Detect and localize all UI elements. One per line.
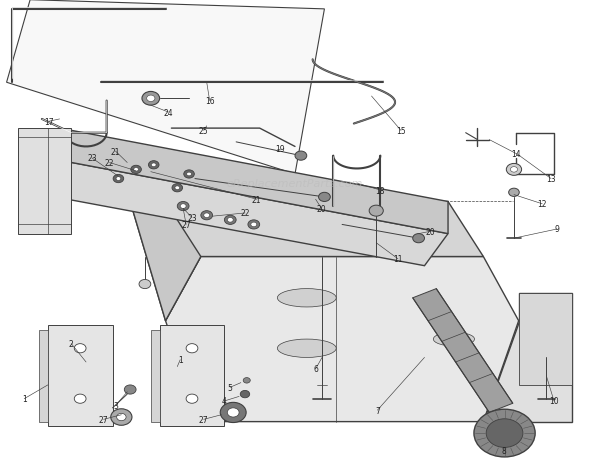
Text: 16: 16 [205,97,214,106]
Text: 4: 4 [222,397,227,406]
Circle shape [474,409,535,457]
Circle shape [111,409,132,425]
Circle shape [319,193,330,202]
Circle shape [227,408,239,417]
Circle shape [506,164,522,176]
Circle shape [251,223,257,227]
Circle shape [124,385,136,394]
Polygon shape [151,330,160,422]
Text: 21: 21 [111,147,120,156]
Text: 27: 27 [181,220,191,230]
Polygon shape [30,161,448,266]
Circle shape [180,204,186,209]
Polygon shape [166,257,519,422]
Text: 13: 13 [546,175,556,184]
Ellipse shape [277,339,336,358]
Circle shape [74,394,86,403]
Text: 15: 15 [396,127,406,135]
Text: 11: 11 [394,255,403,264]
Circle shape [510,167,517,173]
Circle shape [220,403,246,423]
Circle shape [183,170,194,179]
Circle shape [134,168,139,172]
Text: 18: 18 [376,186,385,195]
Circle shape [113,175,124,183]
Polygon shape [160,325,224,426]
Ellipse shape [433,332,474,346]
Circle shape [142,92,160,106]
Circle shape [172,184,182,192]
Text: 21: 21 [252,195,261,204]
Text: 12: 12 [537,200,547,209]
Polygon shape [130,202,201,321]
Polygon shape [60,129,448,234]
Circle shape [147,96,155,102]
Circle shape [175,186,179,190]
Ellipse shape [277,289,336,307]
Polygon shape [519,294,572,385]
Circle shape [295,152,307,161]
Circle shape [224,216,236,225]
Circle shape [149,161,159,169]
Circle shape [139,280,151,289]
Text: 14: 14 [511,150,520,158]
Text: eReplacementParts.com: eReplacementParts.com [227,179,363,189]
Polygon shape [130,202,483,321]
Circle shape [131,166,142,174]
Text: 19: 19 [276,145,285,154]
Polygon shape [413,289,513,413]
Text: 17: 17 [44,118,54,126]
Circle shape [186,394,198,403]
Text: 27: 27 [199,415,209,424]
Text: 6: 6 [313,364,318,374]
Text: 20: 20 [425,227,435,236]
Circle shape [117,414,126,421]
Circle shape [227,218,233,223]
Text: 22: 22 [240,209,250,218]
Text: 1: 1 [22,394,27,403]
Text: 25: 25 [199,127,209,135]
Text: 5: 5 [228,383,232,392]
Circle shape [243,378,250,383]
Circle shape [186,344,198,353]
Circle shape [486,419,523,448]
Circle shape [201,211,212,220]
Text: 7: 7 [375,406,380,415]
Polygon shape [39,330,48,422]
Circle shape [186,173,191,176]
Circle shape [509,189,519,197]
Polygon shape [483,294,572,422]
Circle shape [413,234,424,243]
Circle shape [369,206,384,217]
Polygon shape [18,129,71,234]
Circle shape [248,220,260,230]
Text: 3: 3 [113,401,118,410]
Text: 20: 20 [317,204,326,213]
Polygon shape [30,129,60,193]
Circle shape [177,202,189,211]
Text: 27: 27 [99,415,109,424]
Circle shape [116,177,121,181]
Text: 8: 8 [502,446,506,454]
Text: 10: 10 [549,397,559,406]
Polygon shape [6,1,325,174]
Polygon shape [48,325,113,426]
Text: 24: 24 [163,108,173,118]
Text: 9: 9 [555,225,559,234]
Text: 23: 23 [87,154,97,163]
Circle shape [204,213,209,218]
Circle shape [240,391,250,398]
Circle shape [74,344,86,353]
Circle shape [152,163,156,167]
Text: 23: 23 [187,213,197,223]
Text: 2: 2 [69,339,74,348]
Text: 22: 22 [105,159,114,168]
Text: 1: 1 [178,355,182,364]
